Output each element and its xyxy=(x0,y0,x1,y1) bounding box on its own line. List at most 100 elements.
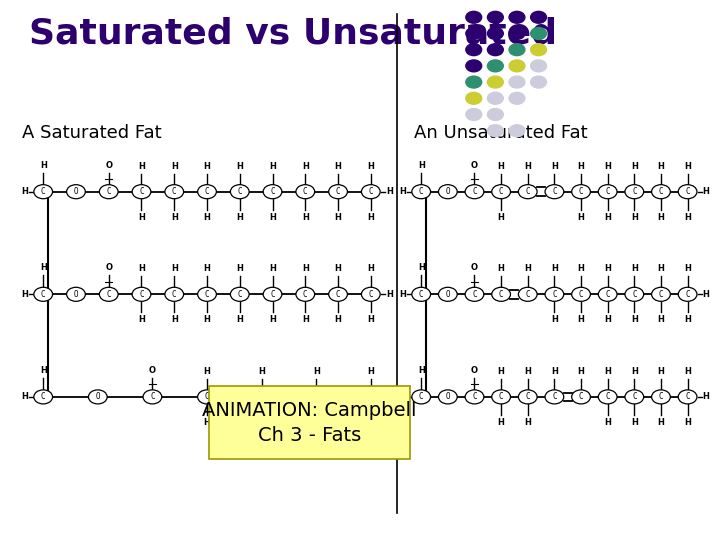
Circle shape xyxy=(487,60,503,72)
Text: C: C xyxy=(369,290,373,299)
Text: H: H xyxy=(631,418,638,427)
Text: C: C xyxy=(41,187,45,196)
Text: C: C xyxy=(303,290,307,299)
Circle shape xyxy=(509,60,525,72)
Circle shape xyxy=(545,390,564,404)
Text: An Unsaturated Fat: An Unsaturated Fat xyxy=(414,124,588,142)
Text: O: O xyxy=(446,187,450,196)
Text: C: C xyxy=(204,187,210,196)
Text: C: C xyxy=(659,290,663,299)
Text: C: C xyxy=(552,393,557,401)
Text: H: H xyxy=(269,213,276,222)
Text: H: H xyxy=(604,315,611,325)
Text: H: H xyxy=(657,315,665,325)
Text: H: H xyxy=(269,264,276,273)
Text: C: C xyxy=(139,290,144,299)
Text: H: H xyxy=(577,367,585,376)
Text: H: H xyxy=(204,315,210,325)
Circle shape xyxy=(296,287,315,301)
Text: H: H xyxy=(335,264,341,273)
Circle shape xyxy=(328,185,347,199)
Text: C: C xyxy=(472,290,477,299)
Text: H: H xyxy=(604,161,611,171)
Circle shape xyxy=(230,287,249,301)
Text: H: H xyxy=(498,161,505,171)
Circle shape xyxy=(465,390,484,404)
Text: H: H xyxy=(269,161,276,171)
Circle shape xyxy=(492,390,510,404)
Circle shape xyxy=(652,287,670,301)
Text: H: H xyxy=(138,264,145,273)
Circle shape xyxy=(438,185,457,199)
Text: H: H xyxy=(604,367,611,376)
Text: H: H xyxy=(524,264,531,273)
Text: H: H xyxy=(684,161,691,171)
Text: H: H xyxy=(703,393,710,401)
Circle shape xyxy=(509,44,525,56)
Text: H: H xyxy=(367,213,374,222)
Text: O: O xyxy=(471,366,478,375)
Circle shape xyxy=(509,28,525,39)
Text: C: C xyxy=(419,393,423,401)
Text: C: C xyxy=(659,187,663,196)
Text: H: H xyxy=(631,367,638,376)
Text: H: H xyxy=(551,264,558,273)
Text: H: H xyxy=(498,213,505,222)
Text: H: H xyxy=(524,418,531,427)
Text: C: C xyxy=(369,187,373,196)
Text: C: C xyxy=(172,187,176,196)
Text: H: H xyxy=(302,264,309,273)
Circle shape xyxy=(518,287,537,301)
Text: C: C xyxy=(632,187,636,196)
Text: O: O xyxy=(105,263,112,272)
Circle shape xyxy=(89,390,107,404)
Text: O: O xyxy=(96,393,100,401)
Text: O: O xyxy=(471,160,478,170)
Text: H: H xyxy=(171,161,178,171)
Text: H: H xyxy=(335,213,341,222)
Text: H: H xyxy=(684,264,691,273)
Circle shape xyxy=(572,390,590,404)
Circle shape xyxy=(487,44,503,56)
Text: C: C xyxy=(314,393,318,401)
Text: C: C xyxy=(526,393,530,401)
Text: C: C xyxy=(238,187,242,196)
Text: H: H xyxy=(418,263,425,272)
Circle shape xyxy=(466,28,482,39)
Text: C: C xyxy=(41,290,45,299)
Circle shape xyxy=(466,76,482,88)
Text: H: H xyxy=(399,393,406,401)
Text: H: H xyxy=(577,315,585,325)
Text: C: C xyxy=(419,187,423,196)
Circle shape xyxy=(509,76,525,88)
Text: H: H xyxy=(577,264,585,273)
Text: H: H xyxy=(551,161,558,171)
Text: H: H xyxy=(40,263,47,272)
Circle shape xyxy=(361,287,380,301)
Text: H: H xyxy=(498,367,505,376)
Circle shape xyxy=(438,390,457,404)
Circle shape xyxy=(230,185,249,199)
Text: C: C xyxy=(685,187,690,196)
Text: C: C xyxy=(336,290,341,299)
Circle shape xyxy=(132,185,151,199)
Text: H: H xyxy=(367,367,374,376)
Circle shape xyxy=(466,92,482,104)
Text: H: H xyxy=(138,315,145,325)
Text: H: H xyxy=(386,290,393,299)
Text: H: H xyxy=(524,367,531,376)
Text: H: H xyxy=(138,161,145,171)
Text: H: H xyxy=(631,315,638,325)
Text: H: H xyxy=(657,418,665,427)
Circle shape xyxy=(652,185,670,199)
Text: C: C xyxy=(270,290,275,299)
Text: H: H xyxy=(367,161,374,171)
Circle shape xyxy=(678,185,697,199)
Text: C: C xyxy=(526,187,530,196)
Circle shape xyxy=(165,185,184,199)
Circle shape xyxy=(296,185,315,199)
Text: C: C xyxy=(172,290,176,299)
Text: C: C xyxy=(632,290,636,299)
Circle shape xyxy=(66,185,85,199)
Text: H: H xyxy=(604,213,611,222)
